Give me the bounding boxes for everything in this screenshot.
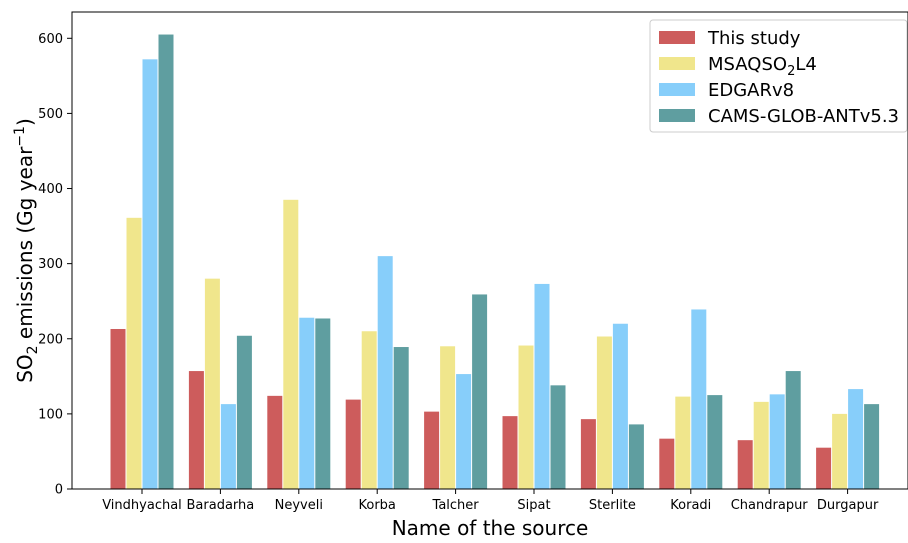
bar (204, 278, 220, 489)
bar (737, 440, 753, 489)
bar (580, 419, 596, 489)
legend-swatch (659, 57, 695, 70)
legend-swatch (659, 31, 695, 44)
x-tick-label: Baradarha (187, 498, 255, 513)
x-tick-label: Vindhyachal (102, 498, 182, 513)
bars-group (110, 34, 880, 490)
bar (596, 336, 612, 489)
bar (315, 318, 331, 489)
bar (691, 309, 707, 489)
bar (502, 416, 518, 489)
bar (707, 395, 723, 489)
legend-label: EDGARv8 (708, 80, 794, 101)
x-tick-label: Durgapur (817, 498, 879, 513)
bar (628, 424, 644, 489)
bar (393, 347, 409, 489)
x-tick-label: Talcher (432, 498, 480, 513)
y-tick-label: 100 (38, 407, 63, 422)
legend-swatch (659, 109, 695, 122)
bar (550, 385, 566, 489)
bar (848, 389, 864, 489)
legend-label: MSAQSO2L4 (708, 54, 817, 79)
bar (753, 401, 769, 489)
bar (283, 199, 299, 489)
bar (424, 411, 440, 489)
bar (188, 371, 204, 489)
y-tick-label: 600 (38, 32, 63, 47)
bar (110, 328, 126, 489)
y-tick-label: 200 (38, 332, 63, 347)
bar (345, 399, 361, 489)
x-tick-label: Koradi (670, 498, 711, 513)
legend-swatch (659, 83, 695, 96)
x-tick-label: Sterlite (589, 498, 636, 513)
bar (832, 413, 848, 489)
y-tick-label: 0 (55, 483, 63, 498)
bar (142, 59, 158, 490)
bar (377, 256, 393, 489)
bar (361, 331, 377, 489)
bar (220, 404, 236, 489)
x-tick-label: Neyveli (275, 498, 323, 513)
bar (675, 396, 691, 489)
bar (456, 374, 472, 489)
bar (612, 323, 628, 489)
x-tick-label: Korba (358, 498, 395, 513)
bar (158, 34, 174, 490)
axes-group: 0 100 200 300 400 500 600 Vindhyachal Baradarha N… (12, 11, 908, 540)
bar (472, 294, 488, 489)
x-axis-title: Name of the source (392, 516, 589, 540)
bar (126, 217, 142, 490)
bar (659, 438, 675, 489)
bar (769, 394, 785, 489)
y-tick-label: 300 (38, 257, 63, 272)
y-axis-title: SO2 emissions (Gg year−1) (12, 118, 41, 383)
bar (816, 447, 832, 489)
bar (267, 395, 283, 489)
plot-frame (71, 11, 908, 490)
bar (534, 283, 550, 489)
bar (864, 404, 880, 489)
y-tick-label: 400 (38, 182, 63, 197)
bar (518, 345, 534, 489)
bar (785, 371, 801, 489)
legend-label: This study (707, 28, 801, 49)
legend-box (649, 19, 908, 133)
bar (236, 335, 252, 489)
x-tick-label: Chandrapur (731, 498, 809, 513)
y-tick-label: 500 (38, 107, 63, 122)
bar (299, 317, 315, 489)
x-tick-label: Sipat (517, 498, 550, 513)
legend-label: CAMS-GLOB-ANTv5.3 (708, 106, 899, 127)
bar (440, 346, 456, 489)
